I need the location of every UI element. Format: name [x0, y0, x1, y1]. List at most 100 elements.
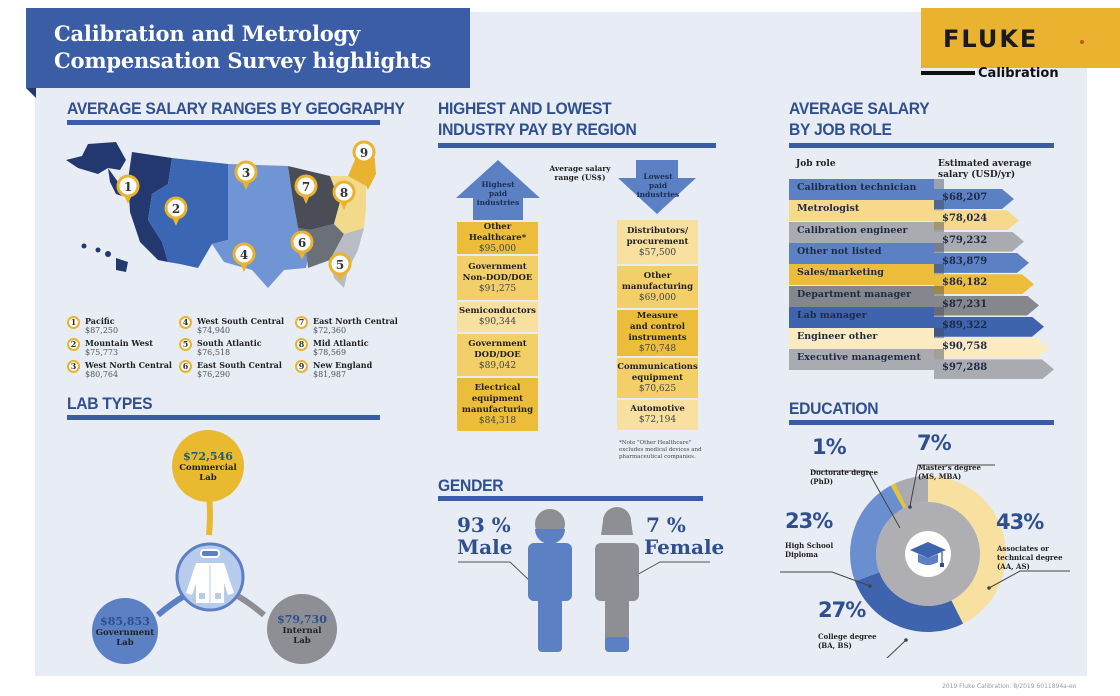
job-role-row: Metrologist — [789, 200, 934, 222]
edu-label-highschool: High School Diploma — [785, 541, 833, 559]
svg-text:2: 2 — [172, 202, 180, 216]
industry-salary: $84,318 — [478, 415, 517, 426]
job-role-rule — [789, 143, 1054, 148]
job-role-row: Sales/marketing — [789, 264, 934, 286]
legend-region-name: East North Central — [313, 316, 398, 326]
job-role-salary: $87,231 — [934, 296, 1039, 316]
legend-region-salary: $81,987 — [313, 370, 347, 379]
female-figure-icon — [595, 507, 639, 652]
lab-name-line2: Lab — [199, 472, 217, 483]
industry-name: Communications — [617, 361, 698, 372]
label-line: High School — [785, 541, 834, 550]
label-line: College degree — [818, 632, 877, 641]
male-label: Male — [457, 535, 513, 559]
industry-name: Electrical — [474, 382, 521, 393]
industry-heading-line2: INDUSTRY PAY BY REGION — [438, 120, 637, 139]
job-role-salary: $83,879 — [934, 253, 1029, 273]
legend-region-salary: $74,940 — [197, 326, 231, 335]
industry-rule — [438, 143, 716, 148]
industry-name: Other — [643, 270, 672, 281]
lab-name-line1: Commercial — [179, 462, 237, 473]
edu-pct-highschool: 23% — [785, 509, 833, 533]
job-role-salary: $90,758 — [934, 338, 1049, 358]
header-line: Estimated average — [938, 159, 1032, 169]
edu-pct-masters: 7% — [917, 431, 952, 455]
label-line: technical degree — [997, 553, 1063, 562]
lab-salary: $79,730 — [277, 612, 327, 626]
job-role-row: Engineer other — [789, 328, 934, 350]
map-region-hawaii-3 — [105, 251, 111, 257]
salary-column-header: Estimated average salary (USD/yr) — [938, 159, 1032, 181]
logo-underline — [921, 71, 975, 75]
map-pin-1: 1 — [116, 174, 140, 204]
map-region-mountain — [148, 158, 228, 268]
lab-name-line1: Internal — [282, 625, 322, 636]
map-pin-4: 4 — [232, 242, 256, 272]
industry-salary: $72,194 — [638, 415, 677, 425]
highest-industry-box: Electrical equipment manufacturing $84,3… — [457, 378, 538, 431]
legend-region-salary: $75,773 — [85, 348, 119, 357]
job-role-row: Department manager — [789, 285, 934, 307]
legend-number: 4 — [179, 316, 192, 329]
education-heading: EDUCATION — [789, 399, 879, 418]
job-role-salary: $89,322 — [934, 317, 1044, 337]
industry-heading-line1: HIGHEST AND LOWEST — [438, 99, 612, 118]
legend-region-name: West North Central — [85, 360, 172, 370]
label-line: Doctorate degree — [810, 468, 879, 477]
donut-segment — [890, 483, 907, 509]
gender-rule — [438, 496, 703, 501]
lab-salary: $72,546 — [183, 449, 233, 463]
legend-region-salary: $80,764 — [85, 370, 119, 379]
industry-salary: $69,000 — [638, 292, 677, 303]
gender-heading: GENDER — [438, 476, 504, 495]
map-pin-3: 3 — [234, 160, 258, 190]
edu-label-associates: Associates or technical degree (AA, AS) — [997, 544, 1063, 571]
label-line: Diploma — [785, 550, 818, 559]
fluke-logo: FLUKE — [921, 8, 1120, 68]
label-line: (BA, BS) — [818, 641, 852, 650]
edu-label-college: College degree (BA, BS) — [818, 632, 877, 650]
gender-figures — [458, 507, 710, 652]
job-role-salary: $97,288 — [934, 359, 1054, 379]
industry-salary: $89,042 — [478, 360, 517, 371]
industry-name: Semiconductors — [459, 306, 536, 316]
label-line: Lowest — [643, 172, 673, 181]
industry-name: Automotive — [630, 404, 685, 414]
lab-types-connectors — [156, 494, 266, 618]
lab-name-line2: Lab — [116, 637, 134, 648]
highest-industry-box: Other Healthcare* $95,000 — [457, 222, 538, 254]
industry-name: manufacturing — [621, 281, 694, 292]
leader-line-masters — [909, 464, 995, 507]
map-region-hawaii-2 — [95, 247, 101, 253]
industry-name: equipment — [631, 372, 684, 383]
map-region-hawaii-1 — [81, 243, 87, 249]
lab-coat-icon — [186, 549, 234, 603]
map-pin-2: 2 — [164, 196, 188, 226]
lab-name-line2: Lab — [293, 635, 311, 646]
edu-pct-doctorate: 1% — [812, 435, 847, 459]
industry-name: instruments — [628, 333, 687, 343]
job-role-row: Other not listed — [789, 242, 934, 264]
legend-region-salary: $76,290 — [197, 370, 231, 379]
label-line: (MS, MBA) — [918, 472, 962, 481]
geography-rule — [67, 120, 380, 125]
job-role-salary: $78,024 — [934, 210, 1019, 230]
industry-name: Measure — [636, 311, 679, 321]
job-role-heading-line2: BY JOB ROLE — [789, 120, 892, 139]
map-region-alaska — [66, 142, 126, 174]
industry-name: Other Healthcare* — [468, 221, 527, 243]
highest-industry-box: Semiconductors $90,344 — [457, 302, 538, 332]
lab-name-line1: Government — [95, 627, 155, 638]
education-donut-chart — [780, 464, 1070, 658]
us-map: 1 2 3 4 5 6 7 8 9 — [66, 140, 376, 288]
note-line: pharmaceutical companies. — [619, 454, 696, 460]
industry-name: Non-DOD/DOE — [462, 272, 533, 283]
label-line: paid — [648, 181, 668, 190]
lowest-industry-box: Automotive $72,194 — [617, 400, 698, 430]
label-line: Master's degree — [918, 463, 981, 472]
male-percent: 93 % — [457, 513, 511, 537]
label-line: range (US$) — [554, 173, 606, 182]
industry-salary: $90,344 — [478, 317, 517, 327]
job-role-row: Executive management — [789, 349, 934, 371]
label-line: Associates or — [997, 544, 1049, 553]
